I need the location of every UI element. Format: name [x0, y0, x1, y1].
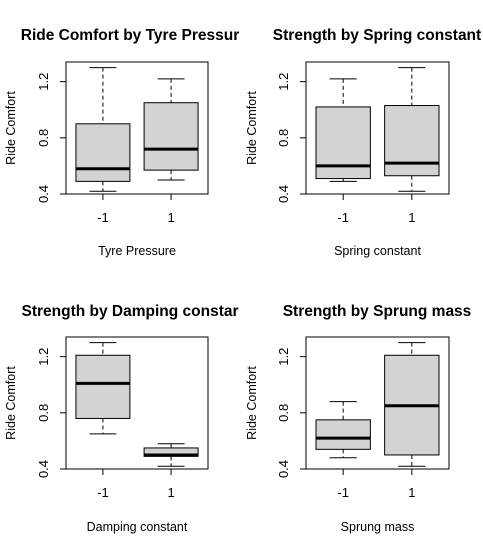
y-tick-label: 0.8	[276, 129, 291, 147]
iqr-box	[75, 123, 131, 182]
y-tick-label: 1.2	[276, 348, 291, 366]
box-1	[143, 78, 199, 181]
x-tick-label: 1	[408, 210, 415, 225]
x-axis-label: Spring constant	[334, 244, 421, 258]
y-axis-label: Ride Comfort	[245, 91, 259, 165]
x-tick-label: -1	[337, 210, 349, 225]
x-axis-label: Damping constant	[87, 520, 188, 534]
chart-panel-4: Strength by Sprung mass -1 1 0.4 0.8 1.2 Sprun…	[245, 303, 471, 534]
y-axis-label: Ride Comfort	[245, 366, 259, 440]
x-tick-label: -1	[97, 485, 109, 500]
x-tick-label: -1	[97, 210, 109, 225]
y-tick-label: 1.2	[36, 348, 51, 366]
x-tick-label: -1	[337, 485, 349, 500]
y-tick-label: 0.4	[36, 185, 51, 203]
chart-title: Strength by Damping constar	[21, 303, 238, 320]
y-tick-label: 1.2	[276, 73, 291, 91]
box-neg1	[75, 342, 131, 435]
y-tick-label: 0.8	[36, 129, 51, 147]
box-neg1	[315, 78, 371, 182]
y-tick-label: 0.4	[276, 460, 291, 478]
y-tick-label: 0.4	[36, 460, 51, 478]
chart-title: Ride Comfort by Tyre Pressur	[21, 27, 240, 44]
chart-panel-3: Strength by Damping constar -1 1 0.4 0.8 1.2 D…	[4, 303, 239, 534]
iqr-box	[315, 106, 371, 180]
iqr-box	[315, 419, 371, 450]
y-tick-label: 0.4	[276, 185, 291, 203]
chart-panel-2: Strength by Spring constant -1 1 0.4 0.8 1.2 S…	[245, 27, 481, 258]
chart-title: Strength by Sprung mass	[283, 303, 472, 320]
x-tick-label: 1	[167, 485, 174, 500]
box-1	[384, 342, 440, 467]
y-tick-label: 1.2	[36, 73, 51, 91]
iqr-box	[143, 102, 199, 171]
box-1	[143, 443, 199, 467]
iqr-box	[384, 105, 440, 177]
x-tick-label: 1	[408, 485, 415, 500]
y-axis-label: Ride Comfort	[4, 366, 18, 440]
chart-panel-1: Ride Comfort by Tyre Pressur -1 1 0.4 0.8 1.2…	[4, 27, 239, 258]
box-1	[384, 67, 440, 192]
y-tick-label: 0.8	[276, 404, 291, 422]
iqr-box	[75, 354, 131, 419]
y-axis-label: Ride Comfort	[4, 91, 18, 165]
chart-title: Strength by Spring constant	[273, 27, 481, 44]
y-tick-label: 0.8	[36, 404, 51, 422]
box-neg1	[75, 67, 131, 192]
x-axis-label: Sprung mass	[341, 520, 415, 534]
box-neg1	[315, 401, 371, 459]
x-tick-label: 1	[167, 210, 174, 225]
x-axis-label: Tyre Pressure	[98, 244, 176, 258]
